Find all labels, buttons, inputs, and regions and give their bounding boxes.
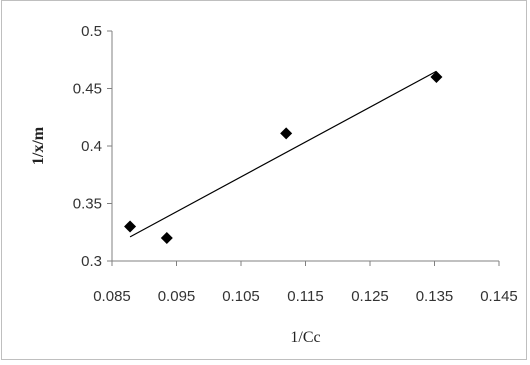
y-tick-label: 0.5: [81, 23, 102, 40]
axes: [111, 31, 499, 262]
y-tick-label: 0.4: [81, 138, 102, 155]
x-tick-label: 0.105: [222, 288, 260, 305]
data-point: [160, 232, 173, 244]
y-tick-labels: 0.3 0.35 0.4 0.45 0.5: [73, 23, 112, 270]
data-point: [280, 127, 293, 140]
x-tick-label: 0.115: [287, 288, 323, 305]
x-tick-label: 0.095: [158, 288, 196, 305]
trendline-group: [129, 70, 437, 238]
data-points: [124, 71, 443, 244]
x-tick-labels: 0.085 0.095 0.105 0.115 0.125 0.135 0.145: [93, 261, 518, 305]
y-axis-title: 1/x/m: [30, 126, 47, 165]
data-point: [430, 71, 443, 83]
x-tick-label: 0.145: [480, 288, 518, 305]
y-tick-label: 0.3: [81, 253, 102, 270]
x-tick-label: 0.125: [351, 288, 389, 305]
y-tick-label: 0.35: [73, 196, 102, 213]
y-tick-label: 0.45: [73, 81, 102, 98]
data-point: [124, 220, 137, 233]
chart-frame: [1, 0, 527, 360]
x-tick-label: 0.085: [93, 288, 131, 305]
x-tick-label: 0.135: [416, 288, 454, 305]
x-axis-title: 1/Cc: [290, 329, 320, 346]
trendline: [129, 70, 437, 238]
